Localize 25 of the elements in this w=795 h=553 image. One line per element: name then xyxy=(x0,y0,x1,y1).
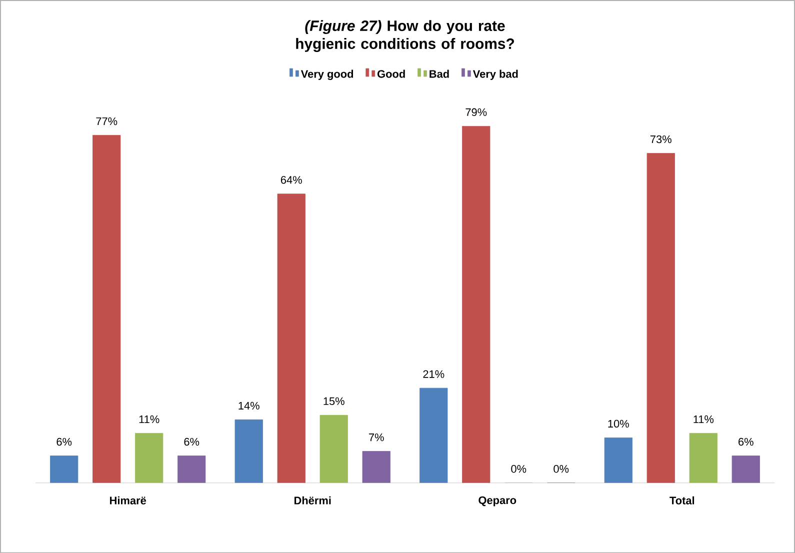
data-label: 6% xyxy=(56,438,72,446)
x-tick-label: Himarë xyxy=(110,496,146,504)
data-label: 64% xyxy=(280,176,302,184)
x-tick-label: Qeparo xyxy=(478,496,516,506)
data-label: 15% xyxy=(324,397,344,405)
data-label: 7% xyxy=(369,433,384,441)
legend-label: Bad xyxy=(430,70,449,78)
legend-label: Very good xyxy=(300,70,354,80)
data-label: 73% xyxy=(650,135,672,143)
data-label: 6% xyxy=(738,438,754,446)
data-label: 10% xyxy=(608,420,629,428)
legend-label: Good xyxy=(378,70,405,78)
data-label: 77% xyxy=(96,117,118,125)
x-tick-label: Dhërmi xyxy=(294,496,331,504)
data-label: 6% xyxy=(184,438,200,446)
data-label: 14% xyxy=(238,402,260,410)
chart-title: (Figure 27) How do you rate hygienic conditions of rooms? xyxy=(296,20,514,52)
data-label: 11% xyxy=(139,415,160,423)
x-tick-label: Total xyxy=(670,496,694,504)
data-label: 79% xyxy=(466,108,487,116)
data-label: 11% xyxy=(694,415,714,423)
data-label: 21% xyxy=(423,370,444,378)
data-label: 0% xyxy=(554,464,569,473)
legend-label: Very bad xyxy=(472,70,518,80)
data-label: 0% xyxy=(511,464,526,473)
